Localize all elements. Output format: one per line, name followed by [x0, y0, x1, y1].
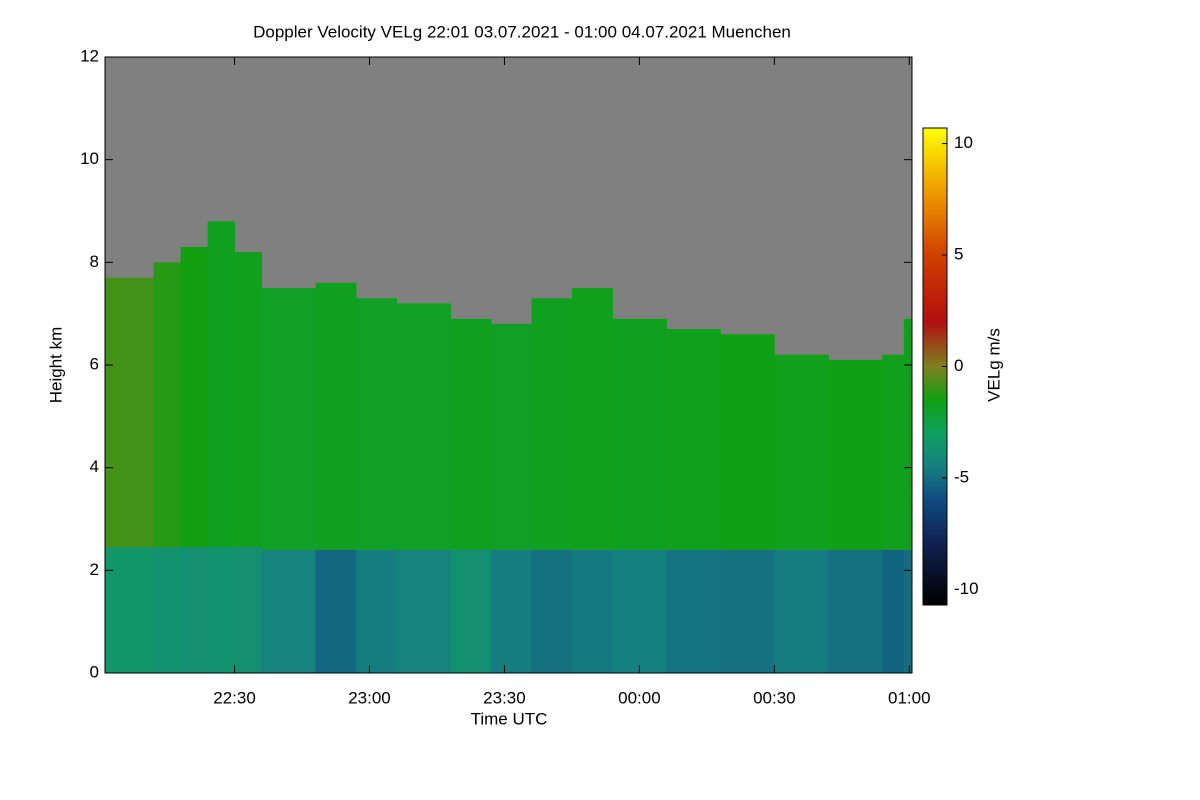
x-tick-label: 22:30 — [213, 688, 256, 707]
lower-echo — [828, 549, 883, 673]
y-tick-label: 12 — [80, 46, 99, 65]
lower-echo — [207, 547, 236, 673]
colorbar-tick-label: 5 — [954, 245, 963, 264]
lower-echo — [234, 547, 263, 673]
y-tick-label: 10 — [80, 149, 99, 168]
upper-echo — [720, 334, 775, 550]
colorbar-label: VELg m/s — [984, 328, 1003, 402]
upper-echo — [356, 298, 397, 550]
upper-echo — [774, 354, 829, 550]
x-axis-label: Time UTC — [471, 709, 548, 728]
lower-echo — [261, 549, 317, 673]
upper-echo — [490, 323, 532, 550]
upper-echo — [396, 303, 451, 550]
upper-echo — [234, 252, 263, 548]
x-tick-label: 23:00 — [348, 688, 391, 707]
y-axis-label: Height km — [46, 327, 65, 404]
upper-echo — [450, 318, 492, 550]
colorbar-tick-label: -10 — [954, 579, 979, 598]
y-tick-label: 0 — [90, 662, 99, 681]
y-tick-label: 8 — [90, 252, 99, 271]
x-tick-label: 00:00 — [618, 688, 661, 707]
lower-echo — [450, 549, 492, 673]
colorbar-tick-label: 0 — [954, 356, 963, 375]
colorbar-tick-label: -5 — [954, 467, 969, 486]
lower-echo — [356, 549, 397, 673]
upper-echo — [571, 288, 613, 550]
chart-title: Doppler Velocity VELg 22:01 03.07.2021 -… — [253, 22, 791, 41]
lower-echo — [666, 549, 721, 673]
upper-echo — [315, 282, 357, 550]
x-tick-label: 01:00 — [888, 688, 931, 707]
x-tick-label: 23:30 — [483, 688, 526, 707]
lower-echo — [903, 549, 913, 673]
upper-echo — [153, 262, 182, 548]
x-tick-label: 00:30 — [753, 688, 796, 707]
y-tick-label: 6 — [90, 354, 99, 373]
lower-echo — [105, 547, 155, 673]
lower-echo — [153, 547, 182, 673]
lower-echo — [882, 549, 905, 673]
lower-echo — [180, 547, 209, 673]
y-tick-label: 2 — [90, 560, 99, 579]
upper-echo — [666, 329, 721, 550]
lower-echo — [315, 549, 357, 673]
upper-echo — [105, 277, 155, 548]
upper-echo — [207, 221, 236, 548]
upper-echo — [261, 288, 317, 550]
upper-echo — [903, 318, 913, 550]
lower-echo — [720, 549, 775, 673]
lower-echo — [531, 549, 573, 673]
lower-echo — [612, 549, 667, 673]
lower-echo — [490, 549, 532, 673]
lower-echo — [571, 549, 613, 673]
upper-echo — [612, 318, 667, 550]
lower-echo — [774, 549, 829, 673]
colorbar-tick-label: 10 — [954, 133, 973, 152]
y-tick-label: 4 — [90, 457, 99, 476]
lower-echo — [396, 549, 451, 673]
upper-echo — [828, 359, 883, 550]
upper-echo — [180, 246, 209, 548]
upper-echo — [882, 354, 905, 550]
upper-echo — [531, 298, 573, 550]
